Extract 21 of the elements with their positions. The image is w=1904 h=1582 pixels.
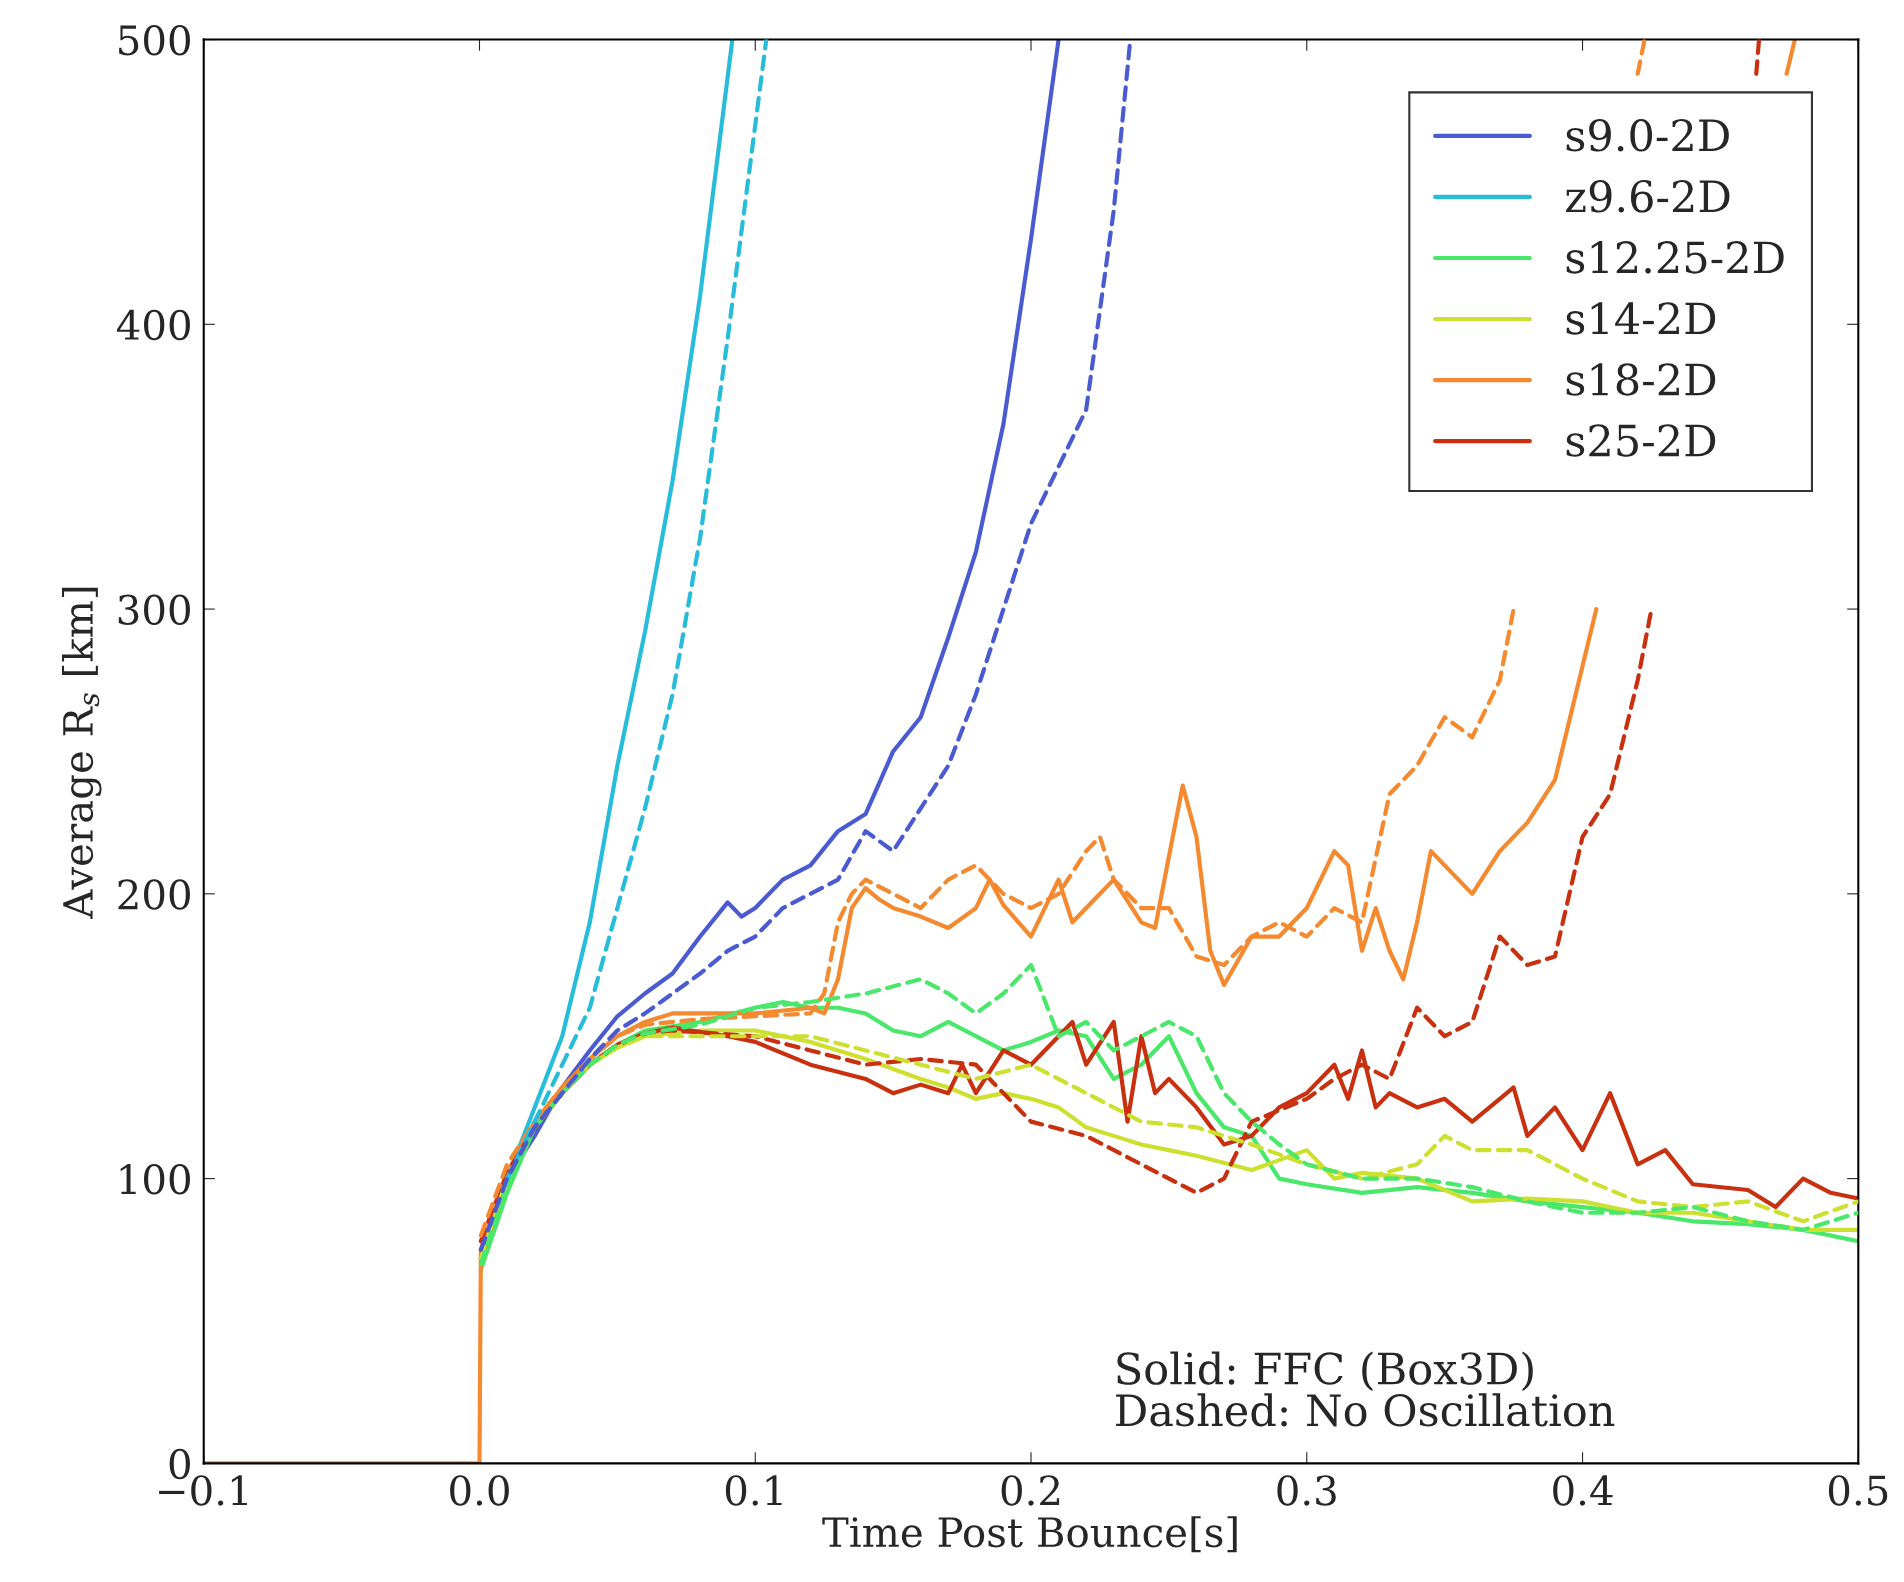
line-series bbox=[504, 39, 769, 1181]
y-tick-label: 300 bbox=[118, 594, 190, 625]
legend-label: z9.6-2D bbox=[1566, 180, 1730, 213]
x-tick-label: 0.5 bbox=[1828, 1475, 1888, 1506]
legend-label: s25-2D bbox=[1566, 424, 1716, 457]
y-axis-title: Average R$_{s}$ [km] bbox=[61, 587, 102, 920]
legend-label: s18-2D bbox=[1566, 363, 1716, 396]
legend-label: s9.0-2D bbox=[1566, 118, 1729, 152]
legend-label: s12.25-2D bbox=[1566, 241, 1784, 274]
y-tick-label: 200 bbox=[118, 879, 190, 910]
x-tick-label: 0.3 bbox=[1277, 1475, 1336, 1506]
y-tick-label: 400 bbox=[116, 309, 190, 341]
x-tick-label: 0.0 bbox=[450, 1475, 509, 1506]
y-tick-label: 500 bbox=[119, 24, 190, 56]
x-tick-label: 0.2 bbox=[1001, 1475, 1060, 1506]
legend-label: s14-2D bbox=[1566, 302, 1716, 335]
annotation: Solid: FFC (Box3D) Dashed: No Oscillation bbox=[1116, 1351, 1615, 1427]
y-tick-label: 100 bbox=[120, 1164, 190, 1195]
x-axis-title: Time Post Bounce[s] bbox=[822, 1516, 1237, 1553]
x-tick-label: 0.1 bbox=[725, 1475, 782, 1506]
x-tick-label: 0.4 bbox=[1553, 1475, 1613, 1506]
